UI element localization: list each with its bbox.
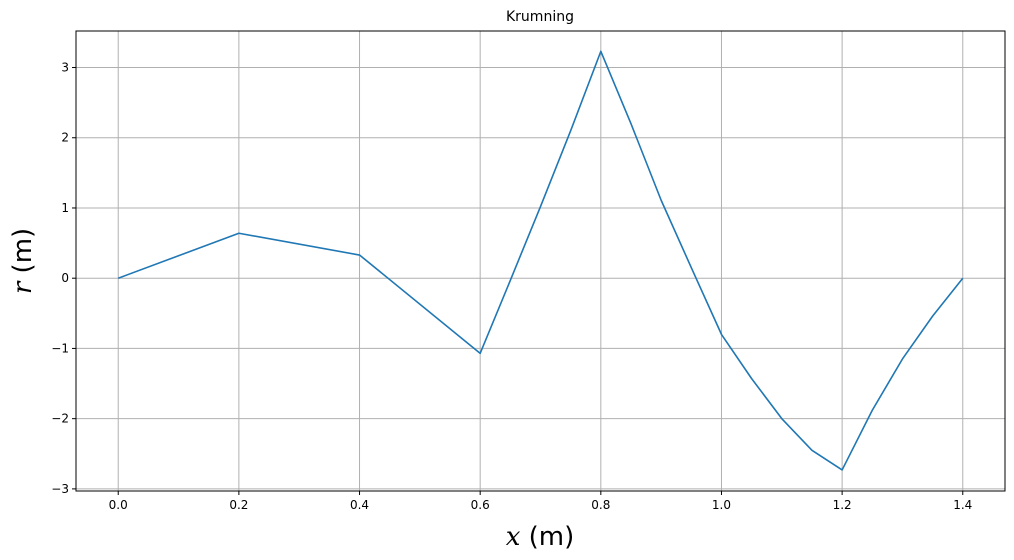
- y-axis-unit: (m): [8, 228, 38, 282]
- x-axis-unit: (m): [520, 522, 574, 552]
- x-tick-label: 0.6: [471, 498, 490, 512]
- y-tick-label: −2: [51, 412, 69, 426]
- x-tick-label: 0.8: [591, 498, 610, 512]
- y-axis-variable: r: [8, 280, 38, 294]
- ticks: 0.0 0.2 0.4 0.6 0.8 1.0 1.2 1.4 −3 −2 −1 0 1 2 3: [51, 61, 972, 512]
- plot-frame: [75, 30, 1006, 492]
- y-tick-label: 0: [61, 271, 69, 285]
- x-tick-label: 1.2: [833, 498, 852, 512]
- x-tick-label: 1.0: [712, 498, 731, 512]
- y-tick-label: −1: [51, 341, 69, 355]
- y-tick-label: −3: [51, 482, 69, 496]
- chart-title: Krumning: [506, 9, 574, 25]
- x-axis-variable: x: [506, 522, 521, 552]
- series-layer: [117, 50, 964, 471]
- y-tick-label: 1: [61, 201, 69, 215]
- x-tick-label: 0.0: [109, 498, 128, 512]
- x-tick-label: 0.4: [350, 498, 369, 512]
- x-tick-label: 0.2: [229, 498, 248, 512]
- x-tick-label: 1.4: [953, 498, 972, 512]
- series-line-r: [117, 50, 964, 471]
- y-tick-label: 2: [61, 131, 69, 145]
- y-tick-label: 3: [61, 61, 69, 75]
- y-axis-label: r (m): [8, 228, 38, 294]
- x-axis-label: x (m): [506, 522, 575, 552]
